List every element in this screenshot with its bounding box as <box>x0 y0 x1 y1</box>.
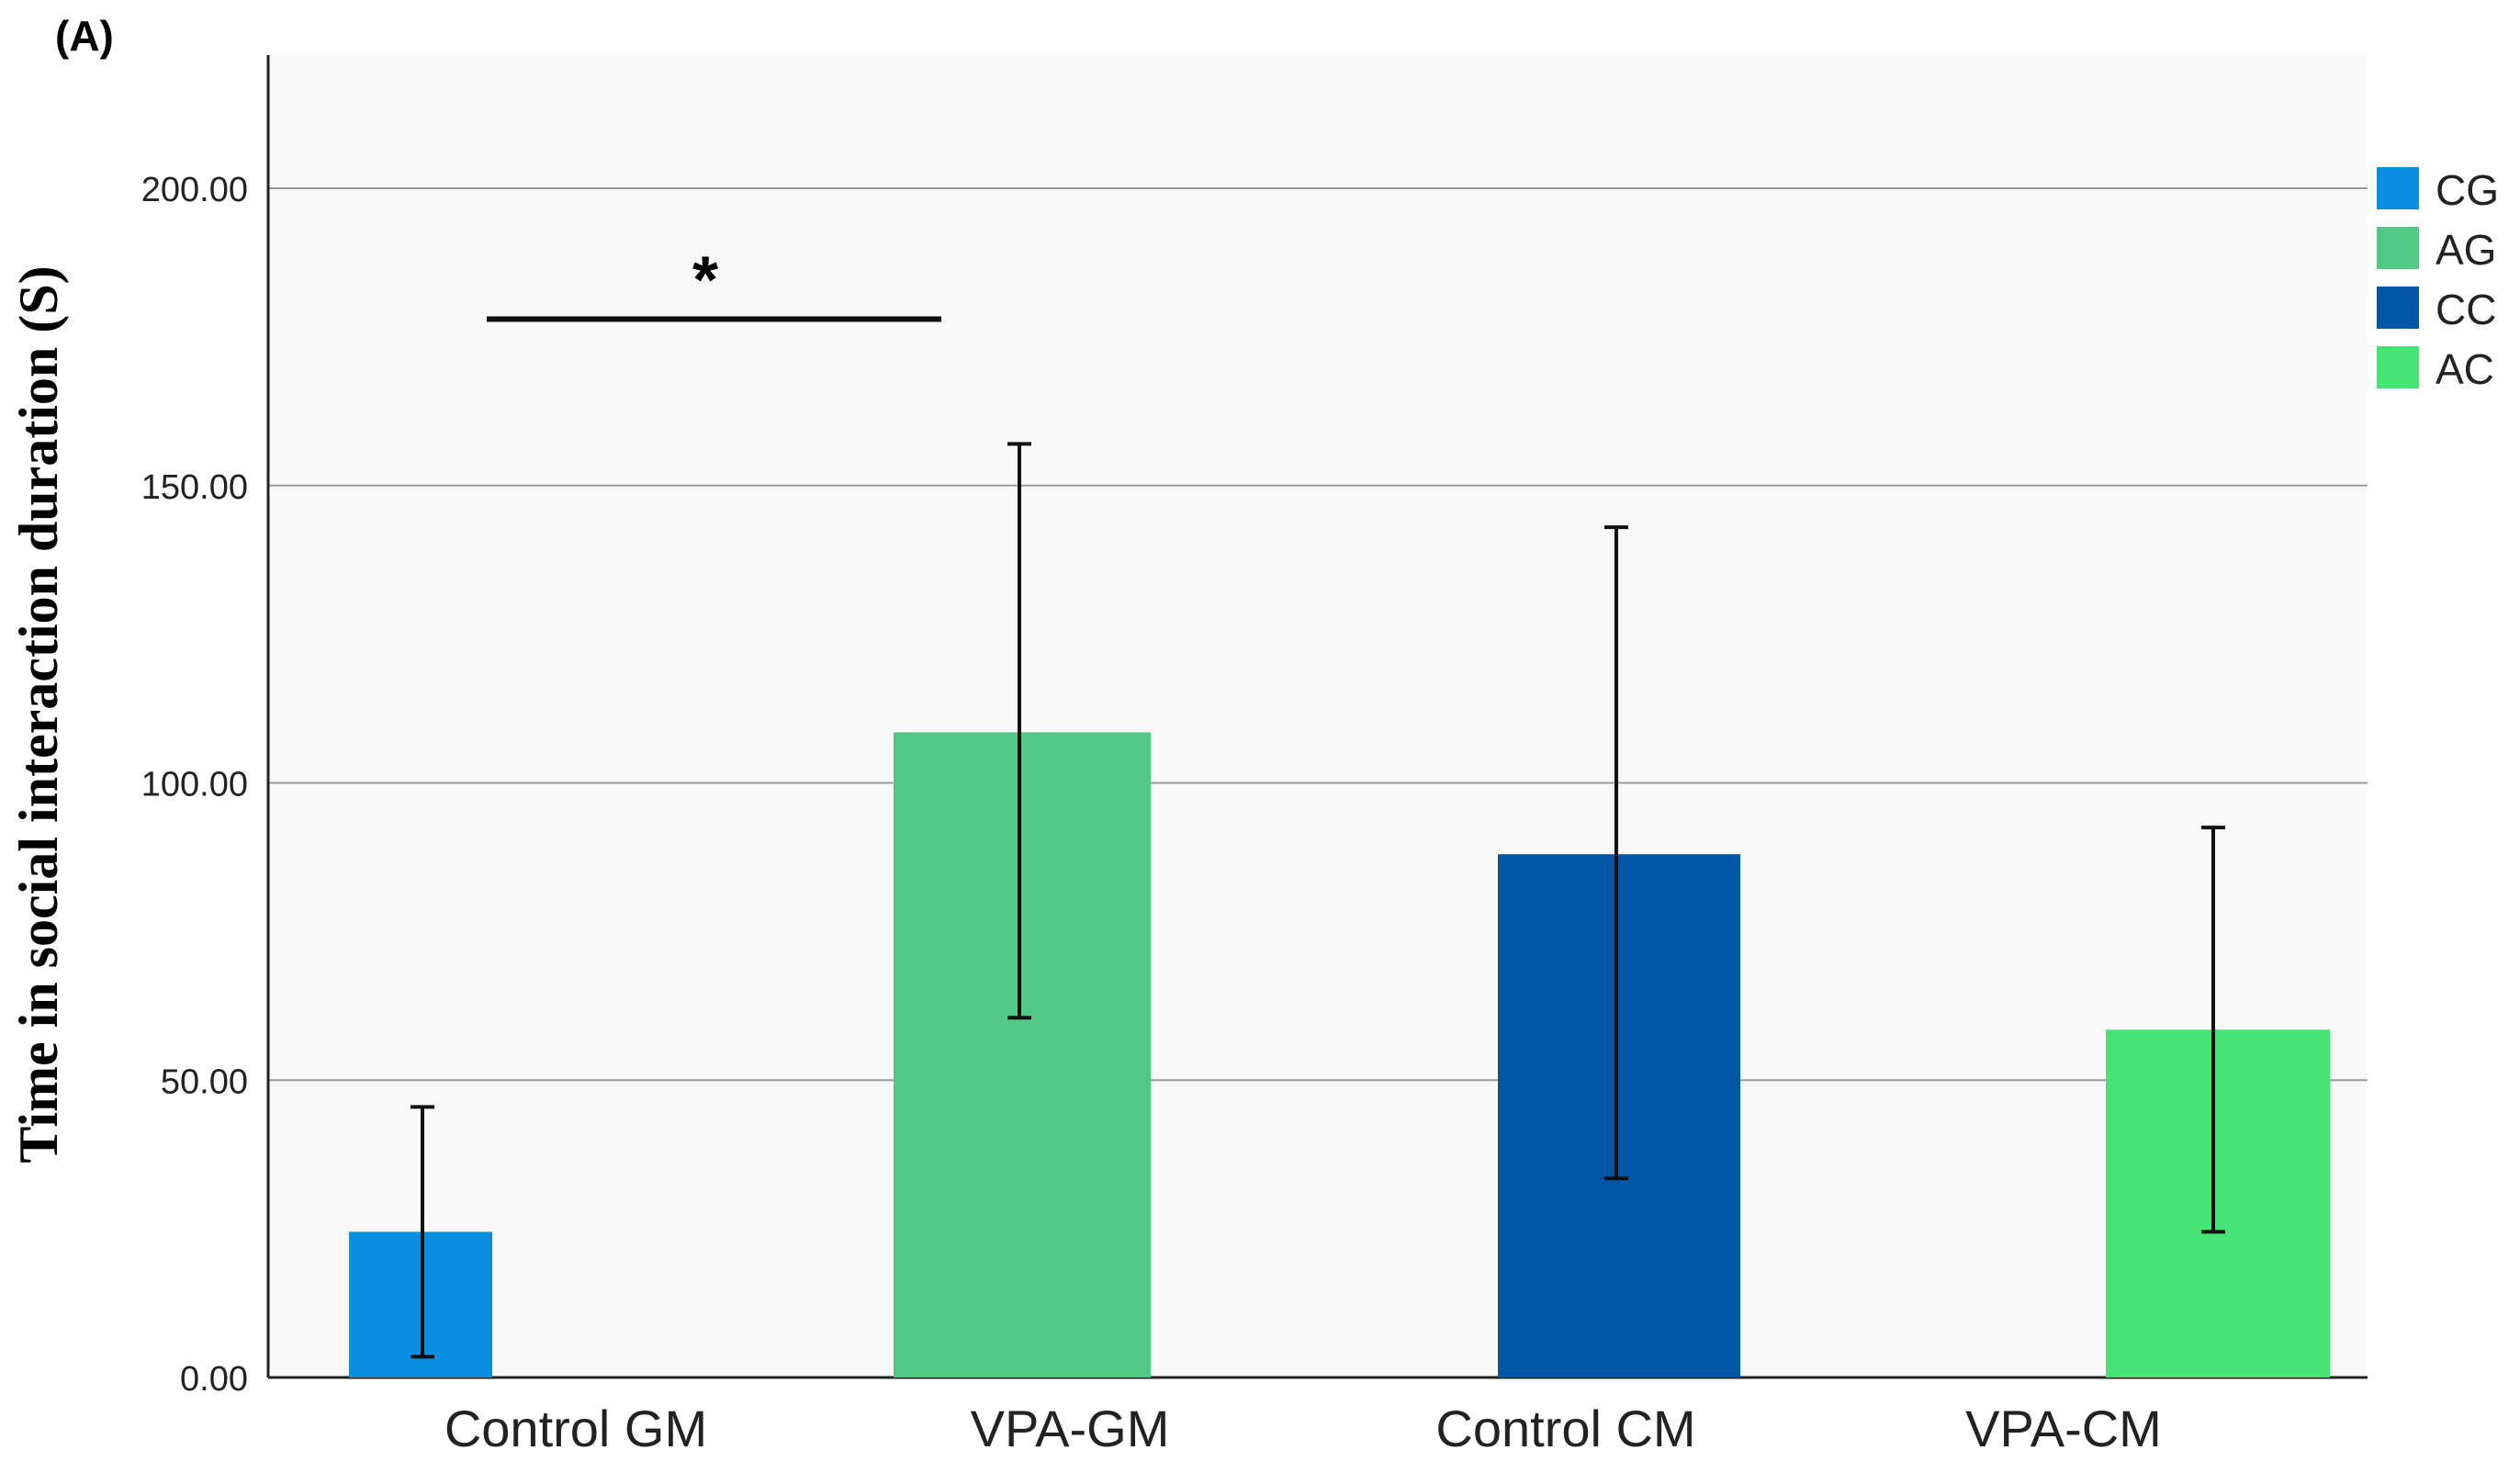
x-category-label: VPA-CM <box>1965 1400 2162 1457</box>
y-tick-label: 0.00 <box>180 1360 248 1399</box>
y-tick-label: 50.00 <box>161 1062 248 1101</box>
legend-swatch-cc <box>2377 287 2419 329</box>
x-category-label: VPA-GM <box>971 1400 1170 1457</box>
x-category-label: Control CM <box>1435 1400 1695 1457</box>
axes <box>266 55 2368 1379</box>
legend-label: AG <box>2436 226 2496 274</box>
panel-label: (A) <box>55 12 114 60</box>
plot-background <box>268 55 2368 1377</box>
y-axis-label: Time in social interaction duration (S) <box>8 265 69 1163</box>
significance-annotations: * <box>487 243 941 322</box>
y-tick-label: 150.00 <box>141 468 248 507</box>
bar-cc <box>1498 854 1740 1377</box>
x-category-labels: Control GM VPA-GM Control CM VPA-CM <box>444 1400 2162 1457</box>
legend-swatch-ac <box>2377 346 2419 388</box>
legend-label: CC <box>2436 286 2496 333</box>
significance-star: * <box>692 243 718 317</box>
bar-ag <box>894 732 1151 1377</box>
y-tick-label: 100.00 <box>141 766 248 804</box>
legend: CG AG CC AC <box>2377 166 2499 393</box>
bars <box>349 732 2330 1377</box>
bar-ac <box>2106 1029 2330 1377</box>
gridlines <box>268 187 2368 1082</box>
y-tick-label: 200.00 <box>141 171 248 209</box>
legend-swatch-ag <box>2377 227 2419 269</box>
x-category-label: Control GM <box>444 1400 707 1457</box>
legend-label: AC <box>2436 345 2494 393</box>
legend-swatch-cg <box>2377 167 2419 209</box>
y-tick-labels: 0.00 50.00 100.00 150.00 200.00 <box>141 171 248 1399</box>
error-bars <box>411 442 2225 1359</box>
legend-label: CG <box>2436 166 2499 214</box>
